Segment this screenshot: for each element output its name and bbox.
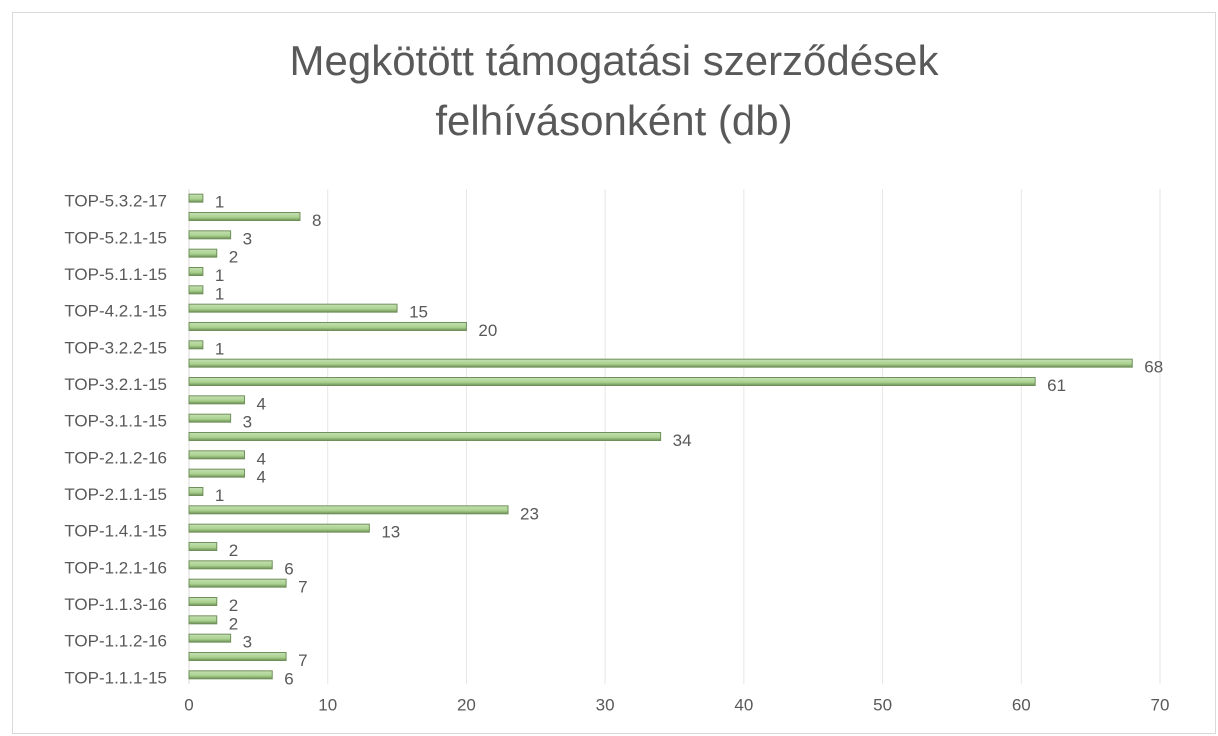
- data-label: 4: [256, 449, 265, 468]
- data-label: 2: [229, 541, 238, 560]
- data-label: 20: [478, 321, 497, 340]
- data-label: 4: [256, 468, 265, 487]
- x-tick-label: 70: [1151, 695, 1170, 714]
- chart-title: Megkötött támogatási szerződések: [290, 37, 940, 84]
- data-label: 2: [229, 596, 238, 615]
- bar: [188, 670, 273, 680]
- data-label: 1: [215, 266, 224, 285]
- y-tick-label: TOP-1.2.1-16: [64, 558, 167, 577]
- y-tick-label: TOP-1.1.2-16: [64, 632, 167, 651]
- bar: [188, 597, 218, 606]
- y-tick-label: TOP-3.1.1-15: [64, 412, 167, 431]
- bar: [188, 248, 218, 258]
- x-tick-label: 40: [734, 695, 753, 714]
- y-tick-label: TOP-2.1.1-15: [64, 485, 167, 504]
- x-tick-label: 50: [873, 695, 892, 714]
- x-tick-label: 30: [596, 695, 615, 714]
- data-label: 1: [215, 486, 224, 505]
- data-label: 6: [284, 559, 293, 578]
- y-tick-label: TOP-1.1.3-16: [64, 595, 167, 614]
- bar: [188, 303, 398, 313]
- data-label: 7: [298, 651, 307, 670]
- y-tick-label: TOP-5.2.1-15: [64, 228, 167, 247]
- data-label: 7: [298, 578, 307, 597]
- data-label: 6: [284, 669, 293, 688]
- bar: [188, 578, 287, 588]
- bar: [188, 505, 509, 515]
- chart-title: felhívásonként (db): [435, 97, 792, 144]
- data-label: 68: [1144, 358, 1163, 377]
- bar: [188, 322, 467, 331]
- data-label: 34: [673, 431, 692, 450]
- y-tick-label: TOP-4.2.1-15: [64, 302, 167, 321]
- data-label: 8: [312, 211, 321, 230]
- y-tick-label: TOP-3.2.2-15: [64, 338, 167, 357]
- bar: [188, 212, 301, 221]
- data-label: 13: [381, 523, 400, 542]
- y-tick-label: TOP-1.1.1-15: [64, 668, 167, 687]
- data-label: 15: [409, 303, 428, 322]
- bar: [188, 560, 273, 570]
- bar: [188, 432, 662, 441]
- data-label: 2: [229, 614, 238, 633]
- bar: [188, 413, 232, 423]
- bar: [188, 395, 245, 405]
- data-label: 3: [243, 633, 252, 652]
- x-tick-label: 20: [457, 695, 476, 714]
- bar: [188, 285, 204, 295]
- chart-frame: [12, 12, 1216, 734]
- bar: [188, 523, 370, 533]
- data-label: 3: [243, 229, 252, 248]
- data-label: 4: [256, 394, 265, 413]
- bar: [188, 487, 204, 496]
- bar: [188, 358, 1133, 368]
- y-tick-label: TOP-1.4.1-15: [64, 522, 167, 541]
- bar: [188, 193, 204, 203]
- data-label: 1: [215, 193, 224, 212]
- bar: [188, 633, 232, 643]
- bar: [188, 267, 204, 276]
- y-tick-label: TOP-5.1.1-15: [64, 265, 167, 284]
- x-tick-label: 60: [1012, 695, 1031, 714]
- bar: [188, 340, 204, 350]
- bar: [188, 615, 218, 625]
- data-label: 1: [215, 339, 224, 358]
- x-tick-label: 10: [318, 695, 337, 714]
- data-label: 61: [1047, 376, 1066, 395]
- data-label: 23: [520, 504, 539, 523]
- bar: [188, 377, 1036, 386]
- bar: [188, 468, 245, 478]
- data-label: 2: [229, 248, 238, 267]
- bar: [188, 450, 245, 460]
- y-tick-label: TOP-5.3.2-17: [64, 192, 167, 211]
- bar: [188, 230, 232, 240]
- y-tick-label: TOP-2.1.2-16: [64, 448, 167, 467]
- x-tick-label: 0: [184, 695, 193, 714]
- data-label: 3: [243, 413, 252, 432]
- bar: [188, 652, 287, 661]
- y-tick-label: TOP-3.2.1-15: [64, 375, 167, 394]
- data-label: 1: [215, 284, 224, 303]
- bar: [188, 542, 218, 551]
